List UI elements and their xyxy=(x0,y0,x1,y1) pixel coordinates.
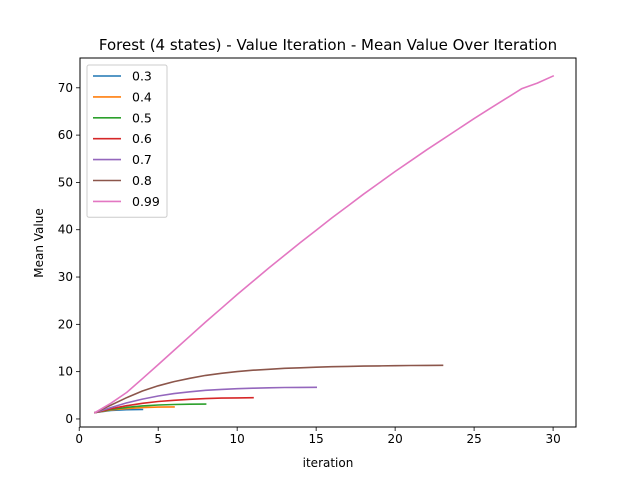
x-tick-label: 0 xyxy=(75,432,83,446)
x-tick-label: 15 xyxy=(309,432,324,446)
chart-title: Forest (4 states) - Value Iteration - Me… xyxy=(99,36,557,54)
y-tick-label: 20 xyxy=(58,317,73,331)
plot-series xyxy=(93,74,555,414)
series-line-0-6 xyxy=(94,396,254,414)
x-axis-label: iteration xyxy=(303,456,354,470)
legend-entry: 0.7 xyxy=(132,152,152,167)
x-tick-label: 20 xyxy=(387,432,402,446)
series-line-0-8 xyxy=(93,364,444,414)
x-tick-label: 10 xyxy=(230,432,245,446)
legend-entry: 0.8 xyxy=(132,173,152,188)
y-tick-label: 30 xyxy=(58,270,73,284)
y-tick-label: 70 xyxy=(58,81,73,95)
legend-entry: 0.99 xyxy=(132,194,160,209)
series-line-0-7 xyxy=(93,386,318,414)
y-axis-label: Mean Value xyxy=(32,208,46,277)
y-tick-label: 10 xyxy=(58,365,73,379)
y-tick-label: 50 xyxy=(58,175,73,189)
x-tick-label: 25 xyxy=(466,432,481,446)
x-tick-label: 30 xyxy=(545,432,560,446)
axes-frame xyxy=(79,57,577,428)
x-tick-label: 5 xyxy=(154,432,162,446)
series-line-0-99 xyxy=(93,74,555,414)
legend-entry: 0.6 xyxy=(132,131,152,146)
legend-entry: 0.4 xyxy=(132,89,152,104)
legend-entry: 0.3 xyxy=(132,69,152,84)
legend: 0.3 0.4 0.5 0.6 0.7 0.8 0.99 xyxy=(86,64,168,218)
axes-ticks: 0 5 10 15 20 25 30 0 10 20 30 40 50 60 70 xyxy=(58,81,561,446)
y-tick-label: 60 xyxy=(58,128,73,142)
y-tick-label: 0 xyxy=(65,412,73,426)
legend-box xyxy=(86,64,168,218)
y-tick-label: 40 xyxy=(58,223,73,237)
series-line-0-5 xyxy=(94,403,207,414)
legend-entry: 0.5 xyxy=(132,110,152,125)
